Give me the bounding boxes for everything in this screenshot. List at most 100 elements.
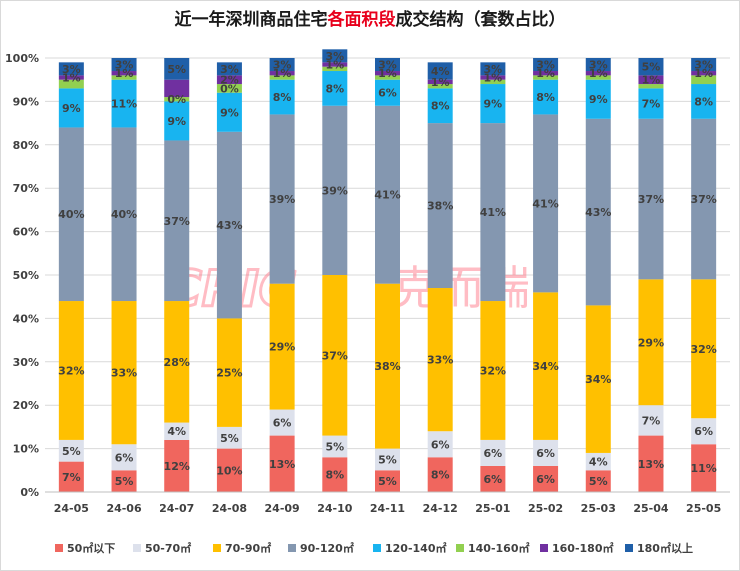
bar-segment — [164, 140, 190, 302]
bar-segment — [216, 131, 242, 319]
bar-segment — [375, 79, 400, 106]
data-label: 3% — [62, 63, 81, 76]
bar-segment — [164, 97, 190, 102]
bar-segment — [269, 114, 295, 284]
data-label: 3% — [325, 50, 344, 63]
bar-segment — [111, 75, 137, 80]
data-label: 8% — [431, 100, 450, 113]
legend-label: 90-120㎡ — [300, 541, 354, 555]
data-label: 29% — [269, 341, 295, 354]
data-label: 6% — [273, 417, 292, 430]
bar-segment — [691, 75, 717, 85]
data-label: 5% — [62, 445, 81, 458]
bar-segment — [58, 88, 84, 128]
x-tick-label: 24-07 — [159, 502, 194, 515]
data-label: 41% — [374, 189, 400, 202]
data-label: 4% — [167, 425, 186, 438]
bar-segment — [585, 58, 611, 72]
x-tick-label: 25-03 — [581, 502, 616, 515]
data-label: 33% — [111, 367, 137, 380]
legend: 50㎡以下 50-70㎡ 70-90㎡ 90-120㎡ 120-140㎡ 140-160㎡… — [55, 541, 693, 555]
bar-segment — [533, 114, 559, 293]
bar-segment — [480, 79, 506, 85]
x-tick-label: 25-04 — [633, 502, 669, 515]
bar-segment — [691, 279, 717, 419]
data-label: 3% — [115, 59, 134, 72]
data-label: 11% — [111, 98, 137, 111]
data-label: 7% — [642, 98, 661, 111]
bar-segment — [691, 84, 717, 119]
data-label: 9% — [589, 93, 608, 106]
y-tick-label: 30% — [13, 356, 39, 369]
bar-segment — [269, 71, 295, 76]
x-tick-label: 24-05 — [54, 502, 89, 515]
data-label: 5% — [378, 475, 397, 488]
data-label: 7% — [62, 471, 81, 484]
bar-segment — [269, 58, 295, 72]
bar-segment — [322, 71, 348, 106]
bar-segment — [427, 79, 453, 85]
bar-segment — [533, 71, 559, 76]
legend-swatch — [540, 544, 548, 552]
data-label: 3% — [694, 59, 713, 72]
title-highlight: 各面积段 — [327, 9, 396, 30]
data-label: 5% — [589, 475, 608, 488]
x-tick-label: 24-08 — [212, 502, 247, 515]
bar-segment — [322, 457, 348, 492]
legend-swatch — [456, 544, 464, 552]
bar-segment — [480, 439, 506, 466]
x-tick-label: 25-05 — [686, 502, 721, 515]
data-label: 6% — [378, 87, 397, 100]
data-label: 6% — [536, 447, 555, 460]
bar-segment — [427, 84, 453, 89]
data-label: 2% — [220, 74, 239, 87]
bar-segment — [638, 84, 664, 89]
bar-segment — [427, 62, 453, 80]
data-label: 12% — [164, 460, 190, 473]
legend-swatch — [213, 544, 221, 552]
data-label: 40% — [58, 208, 84, 221]
data-label: 1% — [115, 67, 134, 80]
data-label: 11% — [690, 462, 716, 475]
bar-segment — [691, 58, 717, 72]
bar-segment — [375, 470, 400, 492]
bar-segment — [164, 58, 190, 80]
chart-title: 近一年深圳商品住宅各面积段成交结构（套数占比） — [175, 9, 566, 30]
bar-segment — [58, 62, 84, 76]
legend-label: 50㎡以下 — [67, 541, 115, 555]
x-tick-label: 24-09 — [265, 502, 300, 515]
data-label: 38% — [427, 200, 453, 213]
bar-segment — [533, 465, 559, 492]
bar-segment — [111, 444, 137, 471]
data-label: 1% — [589, 67, 608, 80]
bar-segment — [375, 105, 400, 284]
legend-label: 140-160㎡ — [468, 541, 530, 555]
bar-segment — [691, 444, 717, 492]
data-label: 9% — [484, 98, 503, 111]
data-label: 7% — [642, 414, 661, 427]
bar-segment — [638, 405, 664, 436]
bar-segment — [269, 75, 295, 80]
y-tick-label: 10% — [13, 443, 39, 456]
data-label: 6% — [431, 438, 450, 451]
legend-label: 120-140㎡ — [385, 541, 447, 555]
bar-segment — [533, 79, 559, 115]
bar-segment — [427, 288, 453, 432]
data-label: 33% — [427, 354, 453, 367]
legend-swatch — [55, 544, 63, 552]
legend-swatch — [288, 544, 296, 552]
data-label: 1% — [642, 74, 661, 87]
bar-segment — [480, 301, 506, 440]
data-label: 3% — [273, 59, 292, 72]
bar-segment — [322, 49, 348, 63]
legend-swatch — [373, 544, 381, 552]
data-label: 32% — [480, 364, 506, 377]
data-labels: 7%5%32%40%9%1%3%5%6%33%40%11%1%3%12%4%28… — [58, 50, 717, 488]
bar-segment — [585, 75, 611, 80]
x-tick-label: 24-11 — [370, 502, 405, 515]
data-label: 43% — [585, 206, 611, 219]
bar-segment — [585, 452, 611, 471]
bar-segment — [638, 88, 664, 119]
data-label: 8% — [325, 82, 344, 95]
